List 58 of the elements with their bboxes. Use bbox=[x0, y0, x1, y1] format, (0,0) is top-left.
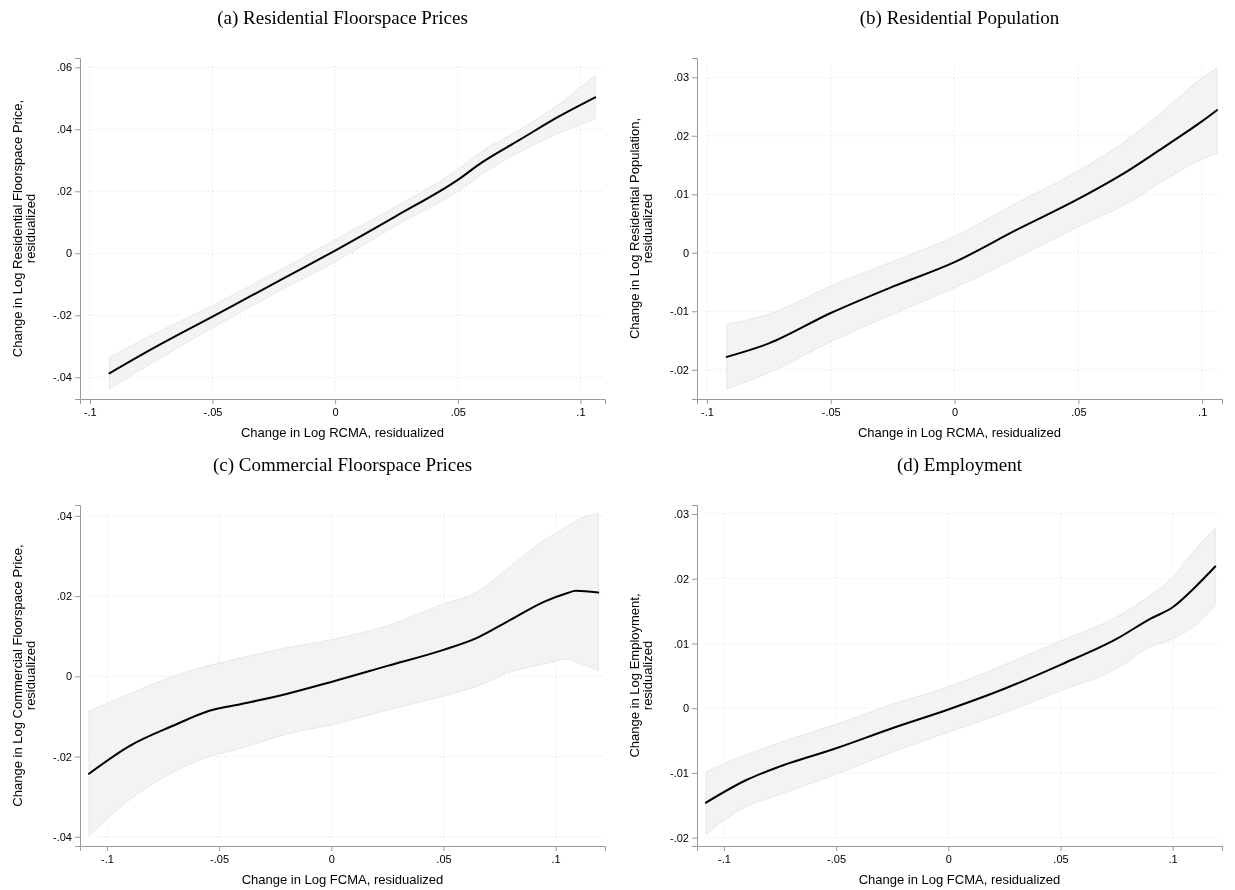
x-tick-label: 0 bbox=[328, 852, 335, 865]
y-axis-title: Change in Log Residential Floorspace Price, residualized bbox=[10, 99, 38, 358]
x-tick-label: 0 bbox=[332, 405, 339, 418]
y-axis-title: Change in Log Employment, residualized bbox=[627, 593, 655, 758]
y-tick-label: -.02 bbox=[53, 309, 72, 322]
x-tick-label: -.1 bbox=[101, 852, 114, 865]
chart-title: (d) Employment bbox=[896, 454, 1023, 476]
y-tick-label: 0 bbox=[682, 246, 689, 259]
chart-title: (b) Residential Population bbox=[859, 7, 1060, 29]
y-tick-label: 0 bbox=[682, 702, 689, 715]
x-axis-title: Change in Log RCMA, residualized bbox=[857, 425, 1062, 440]
y-tick-label: .04 bbox=[56, 123, 72, 136]
x-tick-label: 0 bbox=[945, 852, 952, 865]
y-tick-label: -.01 bbox=[670, 766, 689, 779]
y-tick-label: .02 bbox=[56, 590, 72, 603]
x-tick-label: -.1 bbox=[718, 852, 731, 865]
x-tick-label: -.05 bbox=[210, 852, 230, 865]
line-series bbox=[87, 589, 600, 775]
y-tick-label: 0 bbox=[65, 670, 72, 683]
y-tick-label: -.02 bbox=[670, 831, 689, 844]
x-tick-label: .05 bbox=[1071, 405, 1087, 418]
x-tick-label: .1 bbox=[1168, 852, 1178, 865]
x-axis-title: Change in Log FCMA, residualized bbox=[241, 872, 444, 887]
chart-title: (a) Residential Floorspace Prices bbox=[217, 7, 468, 29]
x-tick-label: .1 bbox=[576, 405, 586, 418]
x-axis-title: Change in Log FCMA, residualized bbox=[858, 872, 1061, 887]
x-tick-label: 0 bbox=[951, 405, 959, 418]
y-tick-label: .02 bbox=[56, 185, 72, 198]
x-tick-label: -.05 bbox=[821, 405, 841, 418]
y-tick-label: .01 bbox=[673, 188, 689, 201]
chart-title: (c) Commercial Floorspace Prices bbox=[212, 454, 473, 476]
y-tick-label: .03 bbox=[673, 508, 689, 521]
x-tick-label: .1 bbox=[1198, 405, 1208, 418]
line-series bbox=[704, 565, 1217, 804]
y-tick-label: .04 bbox=[56, 509, 72, 522]
x-tick-label: -.1 bbox=[700, 405, 714, 418]
y-tick-label: -.01 bbox=[670, 305, 689, 318]
y-tick-label: .02 bbox=[673, 572, 689, 585]
x-tick-label: .05 bbox=[1053, 852, 1069, 865]
y-tick-label: -.02 bbox=[670, 363, 689, 376]
x-tick-label: .1 bbox=[551, 852, 561, 865]
y-axis-title: Change in Log Residential Population, residualized bbox=[627, 117, 655, 340]
y-tick-label: -.04 bbox=[53, 830, 72, 843]
x-tick-label: .05 bbox=[436, 852, 452, 865]
x-tick-label: .05 bbox=[450, 405, 466, 418]
y-tick-label: .03 bbox=[673, 71, 689, 84]
line-series bbox=[725, 109, 1219, 358]
y-tick-label: -.02 bbox=[53, 750, 72, 763]
x-tick-label: -.1 bbox=[83, 405, 97, 418]
x-axis-title: Change in Log RCMA, residualized bbox=[240, 425, 445, 440]
y-tick-label: 0 bbox=[65, 247, 72, 260]
y-tick-label: .01 bbox=[673, 637, 689, 650]
y-tick-label: .06 bbox=[56, 61, 72, 74]
y-axis-title: Change in Log Commercial Floorspace Price, residualized bbox=[10, 544, 38, 807]
x-tick-label: -.05 bbox=[827, 852, 847, 865]
y-tick-label: .02 bbox=[673, 129, 689, 142]
x-tick-label: -.05 bbox=[203, 405, 223, 418]
y-tick-label: -.04 bbox=[53, 371, 72, 384]
